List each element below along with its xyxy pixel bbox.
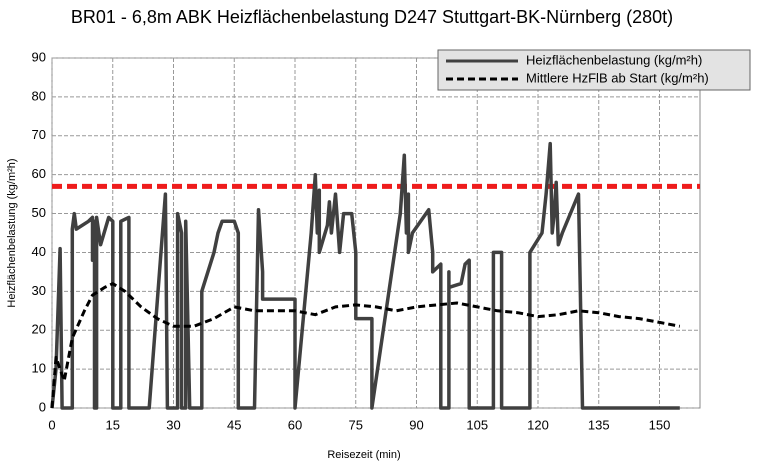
legend — [437, 49, 751, 91]
y-tick-label: 80 — [32, 88, 46, 103]
legend-label: Mittlere HzFlB ab Start (kg/m²h) — [526, 70, 709, 85]
y-tick-label: 20 — [32, 322, 46, 337]
data-line — [50, 141, 680, 410]
y-tick-label: 60 — [32, 166, 46, 181]
x-axis-label: Reisezeit (min) — [327, 449, 400, 461]
y-tick-label: 0 — [39, 399, 46, 414]
x-tick-label: 90 — [409, 417, 423, 432]
x-tick-label: 15 — [106, 417, 120, 432]
y-tick-label: 90 — [32, 49, 46, 64]
x-tick-label: 120 — [527, 417, 549, 432]
chart-title: BR01 - 6,8m ABK Heizflächenbelastung D24… — [71, 7, 673, 27]
x-tick-label: 60 — [288, 417, 302, 432]
y-tick-label: 70 — [32, 127, 46, 142]
plot-area — [51, 57, 701, 409]
y-tick-label: 30 — [32, 283, 46, 298]
y-axis-label: Heizflächenbelastung (kg/m²h) — [6, 158, 18, 307]
y-tick-label: 50 — [32, 205, 46, 220]
y-tick-label: 10 — [32, 361, 46, 376]
y-tick-label: 40 — [32, 244, 46, 259]
data-line — [50, 282, 681, 409]
legend-label: Heizflächenbelastung (kg/m²h) — [526, 52, 702, 67]
x-tick-label: 45 — [227, 417, 241, 432]
x-tick-label: 75 — [349, 417, 363, 432]
x-tick-label: 105 — [466, 417, 488, 432]
x-tick-label: 150 — [649, 417, 671, 432]
x-tick-label: 30 — [166, 417, 180, 432]
x-tick-label: 0 — [48, 417, 55, 432]
x-tick-label: 135 — [588, 417, 610, 432]
